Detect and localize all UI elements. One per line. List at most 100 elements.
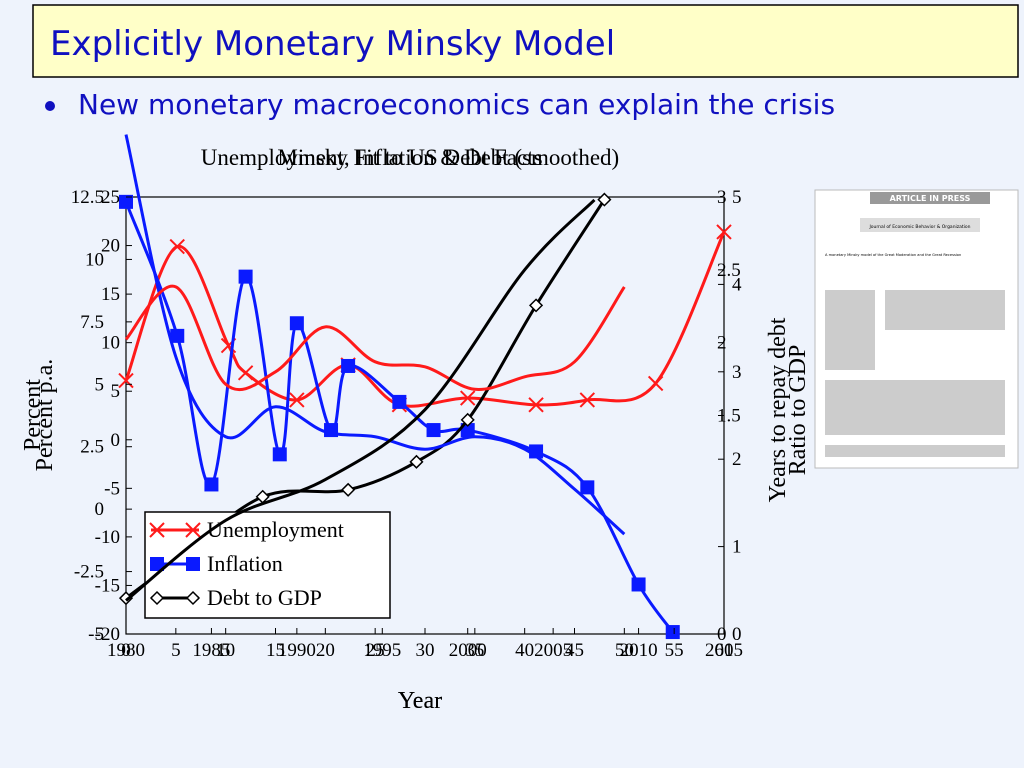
y-tick-label: -20 xyxy=(95,624,120,645)
x-tick-label: 30 xyxy=(416,640,435,661)
marker-x xyxy=(647,375,664,392)
marker-square xyxy=(186,557,200,571)
x-tick-label: 60 xyxy=(715,640,734,661)
y-tick-label: -5 xyxy=(88,624,104,645)
marker-square xyxy=(204,477,219,492)
x-tick-label: 2015 xyxy=(705,640,743,661)
chart-title: Minsky Fit to US Debt Facts xyxy=(277,145,542,170)
y-tick-label: 5 xyxy=(95,374,105,395)
y2-tick-label: 2 xyxy=(717,333,727,354)
y-tick-label: 10 xyxy=(85,249,104,270)
x-tick-label: 5 xyxy=(171,640,181,661)
text-lines xyxy=(825,290,1005,457)
marker-square xyxy=(150,557,164,571)
paper-title: A monetary Minsky model of the Great Mod… xyxy=(825,253,961,257)
x-tick-label: 0 xyxy=(121,640,131,661)
marker-x xyxy=(118,372,134,389)
y-tick-label: -2.5 xyxy=(74,562,104,583)
y2-tick-label: 1 xyxy=(732,537,742,558)
y-tick-label: 5 xyxy=(111,381,121,402)
slide-title: Explicitly Monetary Minsky Model xyxy=(50,24,615,64)
y2-axis-label: Years to repay debt xyxy=(765,317,791,502)
y-tick-label: -10 xyxy=(95,527,120,548)
y-tick-label: -5 xyxy=(104,478,120,499)
x-tick-label: 2000 xyxy=(449,640,487,661)
y-tick-label: 7.5 xyxy=(80,312,104,333)
marker-square xyxy=(119,194,133,209)
thumbnail: ARTICLE IN PRESS Journal of Economic Beh… xyxy=(814,189,1019,469)
y-tick-label: 25 xyxy=(101,187,120,208)
x-tick-label: 25 xyxy=(366,640,385,661)
y2-tick-label: 4 xyxy=(732,274,742,295)
marker-diamond xyxy=(409,454,424,469)
marker-x xyxy=(237,365,254,381)
series-line xyxy=(125,198,596,602)
marker-square xyxy=(426,423,441,438)
x-tick-label: 2010 xyxy=(620,640,658,661)
marker-diamond xyxy=(341,482,356,497)
series-line xyxy=(124,134,626,536)
banner-bg xyxy=(870,192,990,204)
x-tick-label: 50 xyxy=(615,640,634,661)
chart-title: Unemployment, Inflation & Debt (smoothed… xyxy=(201,145,619,170)
marker-x xyxy=(716,224,732,240)
x-tick-label: 1980 xyxy=(107,640,145,661)
marker-square xyxy=(289,316,304,331)
series-line xyxy=(124,284,626,392)
title-box xyxy=(32,4,1019,78)
bullet-text: New monetary macroeconomics can explain … xyxy=(78,88,835,121)
marker-square xyxy=(392,394,407,409)
journal: Journal of Economic Behavior & Organizat… xyxy=(868,224,970,230)
x-tick-label: 40 xyxy=(515,640,534,661)
y-tick-label: 12.5 xyxy=(71,187,104,208)
bullet-dot xyxy=(45,101,55,111)
legend-label: Debt to GDP xyxy=(207,585,322,610)
x-tick-label: 35 xyxy=(465,640,484,661)
y-tick-label: 0 xyxy=(95,499,105,520)
y2-tick-label: 2 xyxy=(732,449,742,470)
x-tick-label: 20 xyxy=(316,640,335,661)
marker-square xyxy=(341,358,356,373)
journal-bg xyxy=(860,218,980,232)
x-tick-label: 1990 xyxy=(278,640,316,661)
y-tick-label: 15 xyxy=(101,284,120,305)
banner: ARTICLE IN PRESS xyxy=(890,194,971,203)
y-tick-label: 10 xyxy=(101,333,120,354)
marker-square xyxy=(580,480,595,495)
y2-tick-label: 0 xyxy=(732,624,742,645)
y-tick-label: 20 xyxy=(101,236,120,257)
marker-diamond xyxy=(149,590,165,606)
x-tick-label: 1985 xyxy=(192,640,230,661)
marker-x xyxy=(579,392,596,408)
marker-x xyxy=(185,522,201,538)
marker-square xyxy=(631,577,646,592)
x-axis-label: Year xyxy=(398,688,442,714)
legend-label: Unemployment xyxy=(207,517,344,542)
legend-label: Inflation xyxy=(207,551,283,576)
marker-diamond xyxy=(528,298,544,313)
y-tick-label: 2.5 xyxy=(80,437,104,458)
y2-tick-label: 0 xyxy=(717,624,727,645)
marker-x xyxy=(460,390,476,406)
marker-diamond xyxy=(185,590,201,606)
y2-axis-label: Ratio to GDP xyxy=(785,345,811,476)
marker-x xyxy=(528,397,544,413)
marker-x xyxy=(149,522,165,538)
y-axis-label: Percent xyxy=(20,379,46,451)
y2-tick-label: 3 xyxy=(732,362,742,383)
marker-square xyxy=(170,328,185,343)
y2-tick-label: 1.5 xyxy=(717,406,741,427)
x-tick-label: 2005 xyxy=(534,640,572,661)
y-tick-label: 0 xyxy=(111,430,121,451)
marker-diamond xyxy=(460,412,475,427)
y-tick-label: -15 xyxy=(95,575,120,596)
x-tick-label: 45 xyxy=(565,640,584,661)
marker-square xyxy=(665,625,680,640)
marker-square xyxy=(238,269,253,284)
marker-square xyxy=(272,447,287,462)
marker-diamond xyxy=(597,192,612,207)
series-line xyxy=(124,231,726,408)
x-tick-label: 1995 xyxy=(363,640,401,661)
